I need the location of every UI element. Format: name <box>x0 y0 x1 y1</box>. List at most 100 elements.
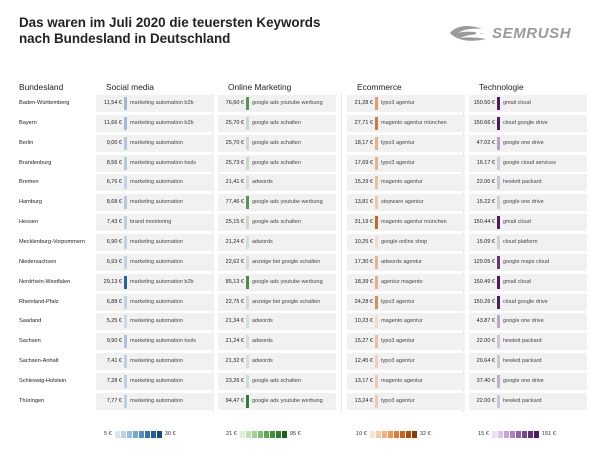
legend-swatch <box>387 430 393 438</box>
cell-color-bar <box>124 255 127 269</box>
table-cell: 47.02 € google one drive <box>469 134 587 152</box>
table-cell: 11,54 € marketing automation b2b <box>96 95 214 112</box>
cell-color-bar <box>124 295 127 309</box>
legend-swatch <box>491 430 497 438</box>
cell-value: 43.87 € <box>476 318 495 325</box>
cell-keyword: google ads youtube werbung <box>252 397 323 404</box>
cell-keyword: marketing automation b2b <box>130 278 194 285</box>
cell-color-bar <box>124 235 127 249</box>
column-header-ecommerce: Ecommerce <box>357 82 402 92</box>
legend-max-label: 32 € <box>419 431 431 437</box>
table-cell: 76,60 € google ads youtube werbung <box>218 95 336 112</box>
cell-color-bar <box>497 136 500 150</box>
cell-value: 13,24 € <box>354 397 373 404</box>
cell-keyword: typo3 agentur <box>381 397 415 404</box>
cell-color-bar <box>375 394 378 408</box>
table-cell: 20.64 € hewlett packard <box>469 353 587 371</box>
cell-value: 129.05 € <box>473 258 495 265</box>
cell-keyword: google ads schalten <box>252 119 301 126</box>
chart-title-line-2: nach Bundesland in Deutschland <box>19 31 231 46</box>
cell-keyword: google ads youtube werbung <box>252 199 323 206</box>
table-cell: 6,76 € marketing automation <box>96 174 214 192</box>
cell-keyword: cloud google drive <box>503 298 548 305</box>
cell-color-bar <box>497 315 500 329</box>
table-cell: 10,23 € magento agentur <box>347 313 465 331</box>
legend-swatch <box>281 430 287 438</box>
cell-keyword: hewlett packard <box>503 179 542 186</box>
legend-swatch <box>245 430 251 438</box>
cell-keyword: marketing automation <box>130 377 183 384</box>
legend-swatch <box>257 430 263 438</box>
cell-keyword: typo3 agentur <box>381 100 415 106</box>
table-cell: 12,45 € typo3 agentur <box>347 353 465 371</box>
row-label-brandenburg: Brandenburg <box>19 159 52 166</box>
cell-value: 7,41 € <box>106 358 122 365</box>
table-cell: 27,71 € magento agentur münchen <box>347 114 465 132</box>
legend-swatch <box>114 430 120 438</box>
cell-color-bar <box>124 355 127 369</box>
cell-color-bar <box>497 176 500 190</box>
cell-keyword: marketing automation <box>130 358 183 365</box>
legend-min-label: 5 € <box>104 431 112 437</box>
row-label-mecklenburg-vorpommern: Mecklenburg-Vorpommern <box>19 238 85 245</box>
cell-color-bar <box>375 315 378 329</box>
cell-color-bar <box>497 97 500 110</box>
row-label-bayern: Bayern <box>19 119 37 126</box>
cell-color-bar <box>124 335 127 349</box>
cell-value: 23,26 € <box>225 377 244 384</box>
cell-value: 94,47 € <box>225 397 244 404</box>
cell-value: 6,88 € <box>106 298 122 305</box>
cell-value: 150.49 € <box>473 278 495 285</box>
cell-value: 7,28 € <box>106 377 122 384</box>
legend-swatch <box>393 430 399 438</box>
table-cell: 150.50 € gmail cloud <box>469 95 587 112</box>
cell-keyword: gmail cloud <box>503 100 531 106</box>
legend-swatch <box>369 430 375 438</box>
cell-keyword: magento agentur <box>381 318 423 325</box>
cell-keyword: hewlett packard <box>503 358 542 365</box>
legend-swatch <box>138 430 144 438</box>
cell-value: 150.50 € <box>473 100 495 106</box>
table-cell: 7,28 € marketing automation <box>96 372 214 390</box>
cell-color-bar <box>124 196 127 210</box>
cell-color-bar <box>246 235 249 249</box>
table-cell: 22.00 € hewlett packard <box>469 333 587 351</box>
row-label-niedersachsen: Niedersachsen <box>19 258 57 265</box>
cell-keyword: typo3 agentur <box>381 139 415 146</box>
cell-keyword: google online shop <box>381 238 428 245</box>
legend-swatch <box>251 430 257 438</box>
cell-color-bar <box>497 235 500 249</box>
cell-color-bar <box>497 275 500 289</box>
cell-keyword: magento agentur münchen <box>381 219 447 226</box>
table-cell: 15,27 € typo3 agentur <box>347 333 465 351</box>
table-cell: 8,68 € marketing automation <box>96 194 214 212</box>
cell-value: 22,62 € <box>225 258 244 265</box>
cell-keyword: google ads schalten <box>252 377 301 384</box>
table-cell: 21,24 € adwords <box>218 233 336 251</box>
table-cell: 129.05 € google maps cloud <box>469 253 587 271</box>
table-cell: 25,15 € google ads schalten <box>218 214 336 232</box>
legend-swatch <box>269 430 275 438</box>
cell-keyword: typo3 agentur <box>381 358 415 365</box>
cell-value: 24,28 € <box>354 298 373 305</box>
cell-value: 15.22 € <box>476 199 495 206</box>
legend-swatch <box>515 430 521 438</box>
cell-color-bar <box>375 275 378 289</box>
cell-keyword: marketing automation <box>130 199 183 206</box>
cell-keyword: marketing automation <box>130 258 183 265</box>
table-cell: 22.00 € hewlett packard <box>469 392 587 410</box>
cell-color-bar <box>375 156 378 170</box>
cell-value: 9,90 € <box>106 338 122 345</box>
cell-keyword: google one drive <box>503 318 544 325</box>
cell-keyword: hewlett packard <box>503 397 542 404</box>
cell-value: 21,28 € <box>354 100 373 106</box>
column-separator <box>212 94 213 412</box>
cell-keyword: adwords agentur <box>381 258 422 265</box>
table-cell: 10,25 € google online shop <box>347 233 465 251</box>
table-cell: 18,39 € agentur magento <box>347 273 465 291</box>
cell-keyword: marketing automation <box>130 397 183 404</box>
table-cell: 17,69 € typo3 agentur <box>347 154 465 172</box>
row-label-schleswig-holstein: Schleswig-Holstein <box>19 377 67 384</box>
table-cell: 6,93 € marketing automation <box>96 253 214 271</box>
table-cell: 21,34 € adwords <box>218 313 336 331</box>
